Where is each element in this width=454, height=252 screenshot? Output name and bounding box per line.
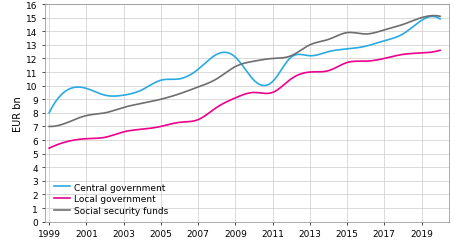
Central government xyxy=(94,91,99,94)
Social security funds xyxy=(330,37,335,40)
Local government xyxy=(174,122,179,125)
Local government xyxy=(329,69,334,72)
Social security funds xyxy=(432,15,437,18)
Local government xyxy=(94,137,99,140)
Line: Local government: Local government xyxy=(49,51,440,149)
Local government xyxy=(201,115,207,118)
Central government xyxy=(329,50,334,53)
Line: Social security funds: Social security funds xyxy=(49,16,440,127)
Central government xyxy=(292,54,298,57)
Central government xyxy=(437,18,443,21)
Y-axis label: EUR bn: EUR bn xyxy=(14,96,24,131)
Local government xyxy=(292,76,298,79)
Central government xyxy=(429,16,435,19)
Legend: Central government, Local government, Social security funds: Central government, Local government, So… xyxy=(54,183,168,215)
Social security funds xyxy=(202,84,207,87)
Central government xyxy=(174,78,179,81)
Social security funds xyxy=(46,125,52,129)
Central government xyxy=(331,50,336,53)
Local government xyxy=(46,147,52,150)
Local government xyxy=(331,68,336,71)
Local government xyxy=(437,50,443,53)
Line: Central government: Central government xyxy=(49,17,440,113)
Central government xyxy=(201,64,207,67)
Social security funds xyxy=(94,113,100,116)
Central government xyxy=(46,112,52,115)
Social security funds xyxy=(437,16,443,19)
Social security funds xyxy=(175,93,180,97)
Social security funds xyxy=(47,125,53,129)
Social security funds xyxy=(293,52,299,55)
Social security funds xyxy=(331,36,337,39)
